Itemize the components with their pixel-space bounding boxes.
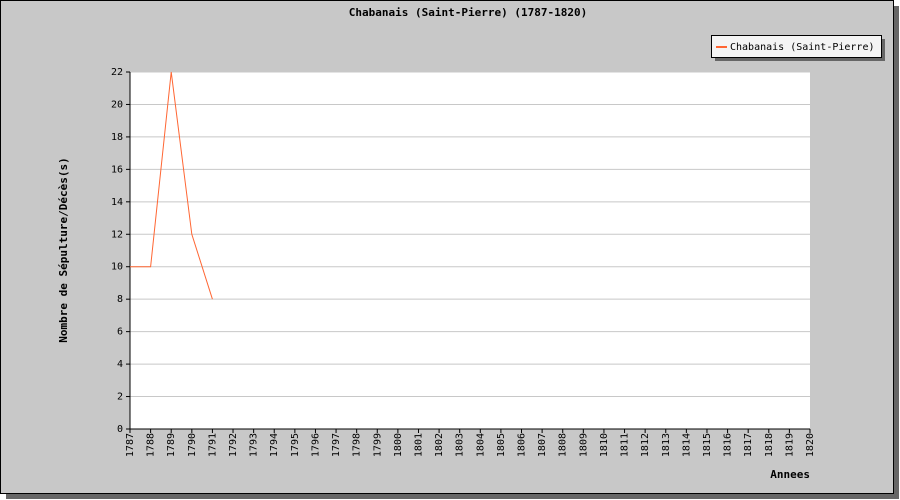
y-tick-label: 16 xyxy=(111,164,123,175)
x-tick-label: 1797 xyxy=(331,433,342,457)
x-tick-label: 1814 xyxy=(681,433,692,457)
x-tick-label: 1802 xyxy=(434,433,445,457)
x-tick-label: 1816 xyxy=(723,433,734,457)
chart-title: Chabanais (Saint-Pierre) (1787-1820) xyxy=(349,6,587,19)
x-tick-label: 1801 xyxy=(413,433,424,457)
y-tick-label: 6 xyxy=(117,327,123,338)
x-tick-label: 1800 xyxy=(393,433,404,457)
x-tick-label: 1789 xyxy=(166,433,177,457)
x-tick-label: 1817 xyxy=(743,433,754,457)
x-tick-label: 1818 xyxy=(764,433,775,457)
x-tick-label: 1794 xyxy=(269,433,280,457)
y-axis-label: Nombre de Sépulture/Décès(s) xyxy=(57,157,70,342)
x-tick-label: 1810 xyxy=(599,433,610,457)
y-tick-label: 0 xyxy=(117,424,123,435)
y-tick-label: 14 xyxy=(111,197,123,208)
x-tick-label: 1799 xyxy=(372,433,383,457)
x-tick-label: 1805 xyxy=(496,433,507,457)
x-tick-label: 1791 xyxy=(207,433,218,457)
x-tick-label: 1793 xyxy=(249,433,260,457)
plot-area xyxy=(130,72,810,429)
y-tick-label: 20 xyxy=(111,99,123,110)
y-tick-label: 2 xyxy=(117,392,123,403)
x-tick-label: 1811 xyxy=(620,433,631,457)
y-tick-label: 8 xyxy=(117,294,123,305)
x-tick-label: 1819 xyxy=(784,433,795,457)
x-tick-label: 1820 xyxy=(805,433,816,457)
x-tick-label: 1788 xyxy=(146,433,157,457)
x-tick-label: 1795 xyxy=(290,433,301,457)
x-tick-label: 1787 xyxy=(125,433,136,457)
x-tick-label: 1813 xyxy=(661,433,672,457)
y-tick-label: 18 xyxy=(111,132,123,143)
x-tick-label: 1803 xyxy=(455,433,466,457)
x-axis-label: Annees xyxy=(770,468,810,481)
x-tick-label: 1808 xyxy=(558,433,569,457)
x-tick-label: 1807 xyxy=(537,433,548,457)
data-line xyxy=(130,71,213,300)
y-tick-label: 4 xyxy=(117,359,123,370)
y-tick-label: 12 xyxy=(111,229,123,240)
x-tick-label: 1792 xyxy=(228,433,239,457)
y-tick-label: 22 xyxy=(111,67,123,78)
x-tick-label: 1815 xyxy=(702,433,713,457)
x-tick-label: 1790 xyxy=(187,433,198,457)
x-tick-label: 1798 xyxy=(352,433,363,457)
x-tick-label: 1812 xyxy=(640,433,651,457)
x-tick-label: 1796 xyxy=(310,433,321,457)
x-tick-label: 1804 xyxy=(475,433,486,457)
legend-box xyxy=(711,35,882,58)
legend-label: Chabanais (Saint-Pierre) xyxy=(730,42,875,53)
x-tick-label: 1809 xyxy=(578,433,589,457)
x-tick-label: 1806 xyxy=(517,433,528,457)
y-tick-label: 10 xyxy=(111,262,123,273)
